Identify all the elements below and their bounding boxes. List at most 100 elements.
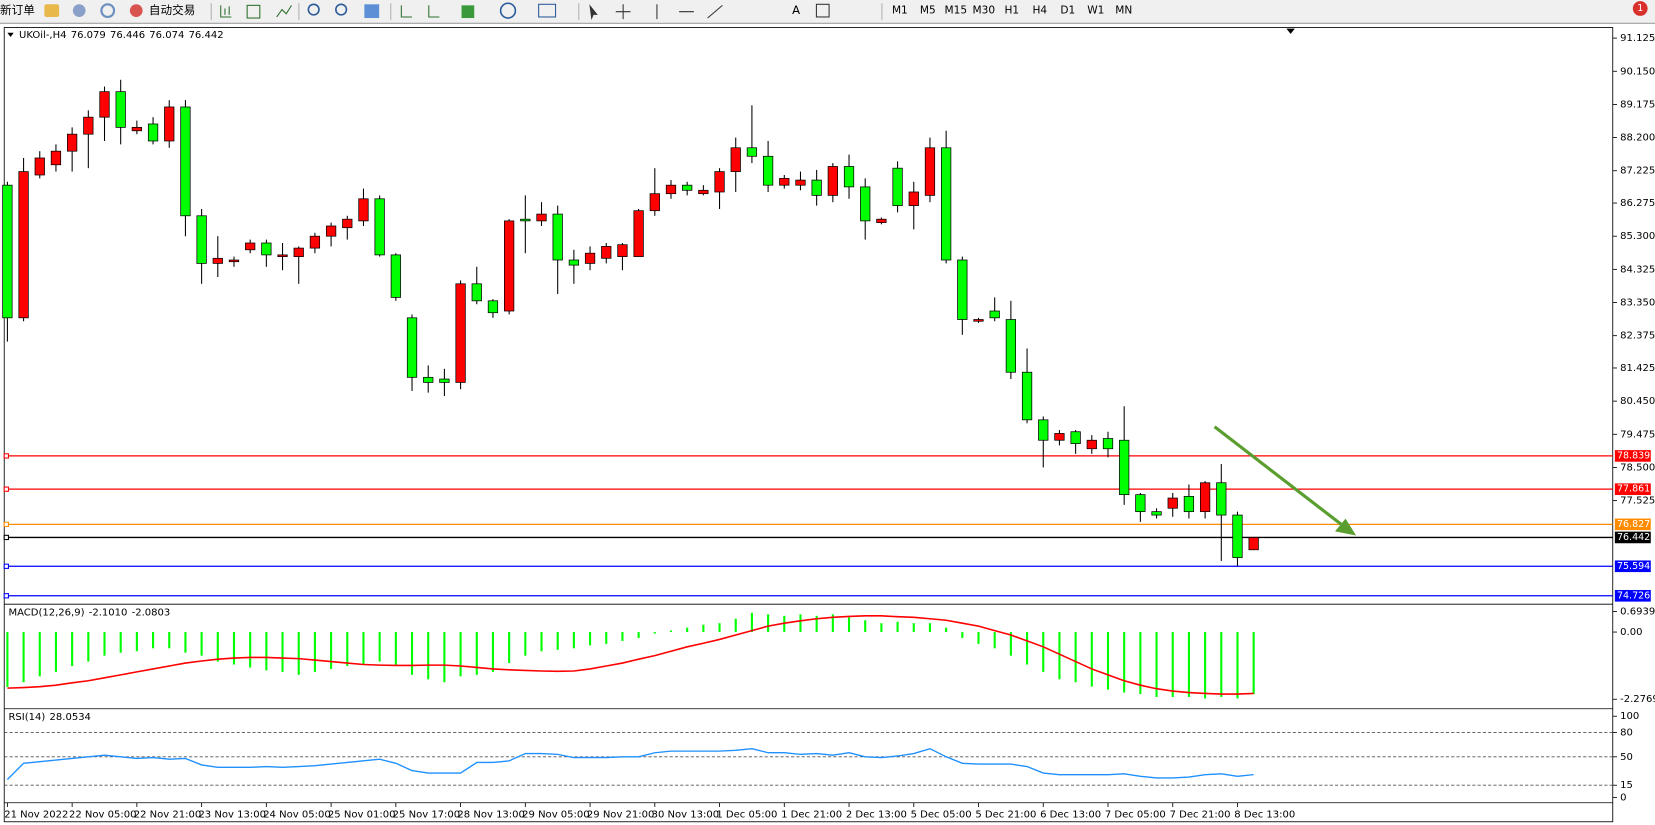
level-label-box — [1614, 450, 1651, 462]
candle-body — [1054, 433, 1065, 441]
candle-body — [406, 317, 418, 378]
candle-body — [212, 257, 223, 264]
timeframe-button[interactable]: MN — [1115, 5, 1132, 17]
icon[interactable] — [100, 3, 116, 19]
candle-body — [131, 127, 142, 132]
timeframe-button[interactable]: H4 — [1032, 5, 1047, 17]
plot-layer: 91.125 90.150 89.175 88.200 87.225 86.275 85.3… — [2, 30, 1655, 820]
timeframe-button[interactable]: D1 — [1060, 5, 1075, 17]
icon[interactable] — [276, 5, 292, 18]
icon[interactable] — [400, 5, 440, 18]
candle-body — [617, 244, 628, 257]
candle-body — [293, 247, 304, 257]
new-order-button[interactable]: 新订单 — [0, 3, 35, 17]
candle-body — [649, 193, 660, 212]
y-tick-label: 78.500 — [1620, 462, 1655, 473]
candle-body — [876, 218, 887, 223]
x-tick-label: 25 Nov 17:00 — [393, 809, 461, 820]
x-tick-label: 5 Dec 21:00 — [975, 809, 1036, 820]
macd-bar — [637, 632, 640, 638]
candle-body — [1248, 537, 1259, 551]
y-tick-label: 90.150 — [1620, 66, 1655, 77]
cursor-tool[interactable] — [589, 4, 598, 21]
notification-badge[interactable] — [1632, 1, 1648, 16]
auto-trading-icon[interactable] — [129, 4, 143, 17]
timeframe-button[interactable]: M15 — [945, 5, 968, 17]
macd-bar — [313, 632, 316, 672]
macd-bar — [378, 632, 381, 662]
macd-bar — [961, 632, 964, 638]
indicator-title: MACD(12,26,9) — [8, 608, 84, 619]
level-label: 75.594 — [1617, 561, 1650, 572]
y-tick-label: 84.325 — [1620, 264, 1655, 275]
candle-body — [374, 198, 385, 256]
icon[interactable] — [499, 2, 517, 19]
candle-body — [115, 91, 126, 128]
icon[interactable] — [220, 5, 232, 18]
candle-body — [471, 283, 482, 302]
macd-bar — [491, 632, 495, 672]
macd-bar — [864, 620, 867, 633]
candle-body — [147, 123, 159, 142]
chart-shift-marker — [1286, 28, 1295, 34]
zoom-out[interactable] — [335, 3, 348, 16]
icon[interactable] — [364, 4, 380, 19]
macd-bar — [1123, 632, 1126, 693]
candle-body — [504, 220, 515, 312]
level-handle — [3, 521, 9, 527]
icon[interactable] — [246, 4, 261, 19]
candle-body — [1038, 419, 1049, 441]
candle-body — [989, 310, 1000, 319]
y-tick-label: 85.300 — [1620, 231, 1655, 242]
macd-bar — [38, 632, 41, 677]
icon[interactable] — [538, 3, 557, 18]
candle-body — [1151, 511, 1162, 516]
candle-body — [277, 254, 288, 257]
timeframe-button[interactable]: W1 — [1087, 5, 1104, 17]
macd-bar — [880, 623, 883, 633]
auto-trading-button[interactable]: 自动交易 — [149, 3, 195, 17]
macd-bar — [1187, 632, 1190, 697]
macd-bar — [152, 632, 155, 649]
notification-count[interactable]: 1 — [1637, 3, 1643, 14]
x-tick-label: 23 Nov 13:00 — [198, 809, 266, 820]
macd-bar — [815, 615, 818, 633]
y-tick-label: 81.425 — [1620, 363, 1655, 374]
zoom-in[interactable] — [307, 3, 320, 16]
macd-bar — [1171, 632, 1174, 697]
text-tool[interactable]: A — [792, 3, 800, 17]
icon[interactable] — [72, 4, 86, 17]
x-tick-label: 21 Nov 2022 — [4, 809, 68, 820]
y-tick-label: 77.525 — [1620, 496, 1655, 507]
x-tick-label: 7 Dec 05:00 — [1105, 809, 1166, 820]
candle-body — [423, 376, 434, 383]
icon[interactable] — [44, 4, 60, 17]
timeframe-button[interactable]: M5 — [920, 5, 936, 17]
candle-body — [342, 218, 353, 229]
timeframe-button[interactable]: M1 — [892, 5, 908, 17]
x-tick-label: 1 Dec 05:00 — [716, 809, 777, 820]
macd-bar — [103, 632, 106, 656]
timeframe-button[interactable]: M30 — [973, 5, 996, 17]
signal-value: -2.0803 — [132, 608, 171, 619]
candle-body — [941, 147, 952, 261]
timeframe-button[interactable]: H1 — [1004, 5, 1019, 17]
candle-body — [811, 179, 822, 196]
macd-bar — [556, 632, 559, 650]
macd-bar — [912, 623, 915, 633]
macd-bar — [605, 632, 608, 644]
candle-body — [1102, 438, 1114, 450]
candle-body — [1086, 439, 1097, 450]
macd-value: -2.1010 — [89, 608, 128, 619]
y-tick-label: 89.175 — [1620, 99, 1655, 110]
candle-body — [633, 210, 644, 257]
draw-tools[interactable] — [615, 4, 723, 20]
icon[interactable] — [461, 5, 475, 19]
y-tick-label: 83.350 — [1620, 298, 1655, 309]
label-tool[interactable] — [815, 3, 830, 18]
level-handle — [3, 534, 9, 541]
macd-bar — [1009, 632, 1012, 656]
macd-bar — [216, 632, 219, 662]
